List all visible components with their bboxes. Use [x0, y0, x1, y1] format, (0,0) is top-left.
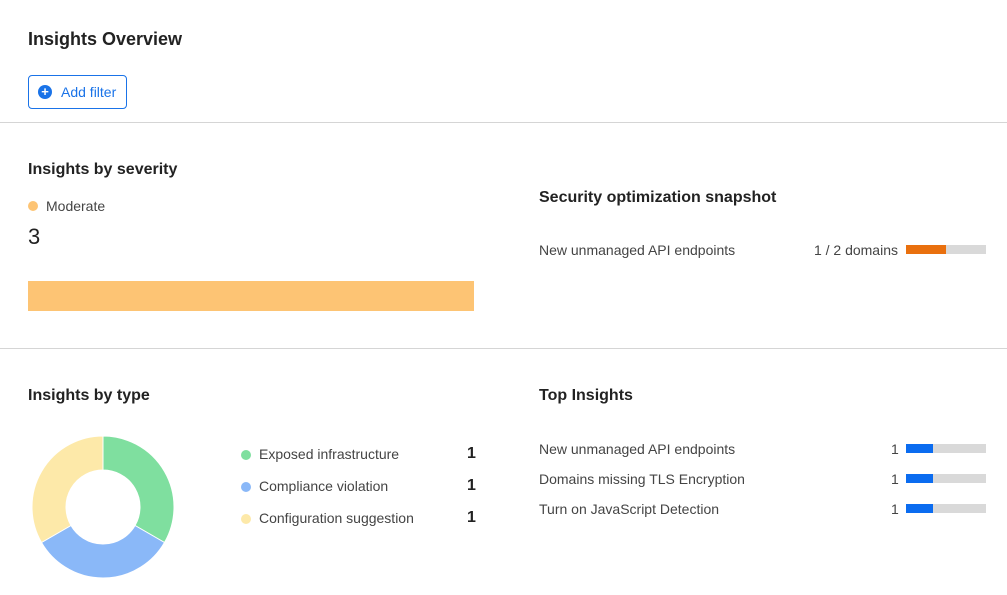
types-title: Insights by type	[28, 387, 150, 404]
top-insight-count: 1	[891, 501, 899, 517]
top-insight-label[interactable]: Turn on JavaScript Detection	[539, 501, 720, 517]
top-insight-bar	[906, 444, 986, 453]
severity-count: 3	[28, 224, 41, 249]
type-legend-dot	[241, 514, 251, 524]
snapshot-title: Security optimization snapshot	[539, 189, 777, 206]
type-legend-label: Exposed infrastructure	[259, 446, 400, 462]
top-insight-count: 1	[891, 441, 899, 457]
type-legend-dot	[241, 450, 251, 460]
top-insight-label[interactable]: Domains missing TLS Encryption	[539, 471, 745, 487]
snapshot-progress-bar	[906, 245, 986, 254]
type-legend-label: Compliance violation	[259, 478, 389, 494]
plus-circle-icon: +	[38, 85, 52, 99]
moderate-legend-label: Moderate	[46, 198, 106, 214]
top-insight-bar	[906, 504, 986, 513]
snapshot-item-label: New unmanaged API endpoints	[539, 242, 736, 258]
divider	[0, 348, 1007, 349]
add-filter-label: Add filter	[61, 84, 117, 100]
add-filter-button[interactable]: + Add filter	[28, 75, 127, 109]
moderate-legend-dot	[28, 201, 38, 211]
type-legend-label: Configuration suggestion	[259, 510, 414, 526]
type-legend-count: 1	[467, 445, 476, 462]
top-insights-title: Top Insights	[539, 387, 633, 404]
page-title: Insights Overview	[28, 29, 183, 49]
type-legend-dot	[241, 482, 251, 492]
donut-slice[interactable]	[40, 524, 166, 579]
donut-slice[interactable]	[102, 435, 175, 544]
top-insight-label[interactable]: New unmanaged API endpoints	[539, 441, 736, 457]
divider	[0, 122, 1007, 123]
severity-bar-moderate[interactable]	[28, 281, 474, 311]
donut-slice[interactable]	[31, 435, 104, 544]
type-legend-count: 1	[467, 477, 476, 494]
snapshot-item-value: 1 / 2 domains	[813, 242, 898, 258]
top-insight-count: 1	[891, 471, 899, 487]
severity-title: Insights by severity	[28, 161, 178, 178]
type-legend-count: 1	[467, 509, 476, 526]
type-donut-chart	[31, 435, 175, 579]
top-insight-bar	[906, 474, 986, 483]
